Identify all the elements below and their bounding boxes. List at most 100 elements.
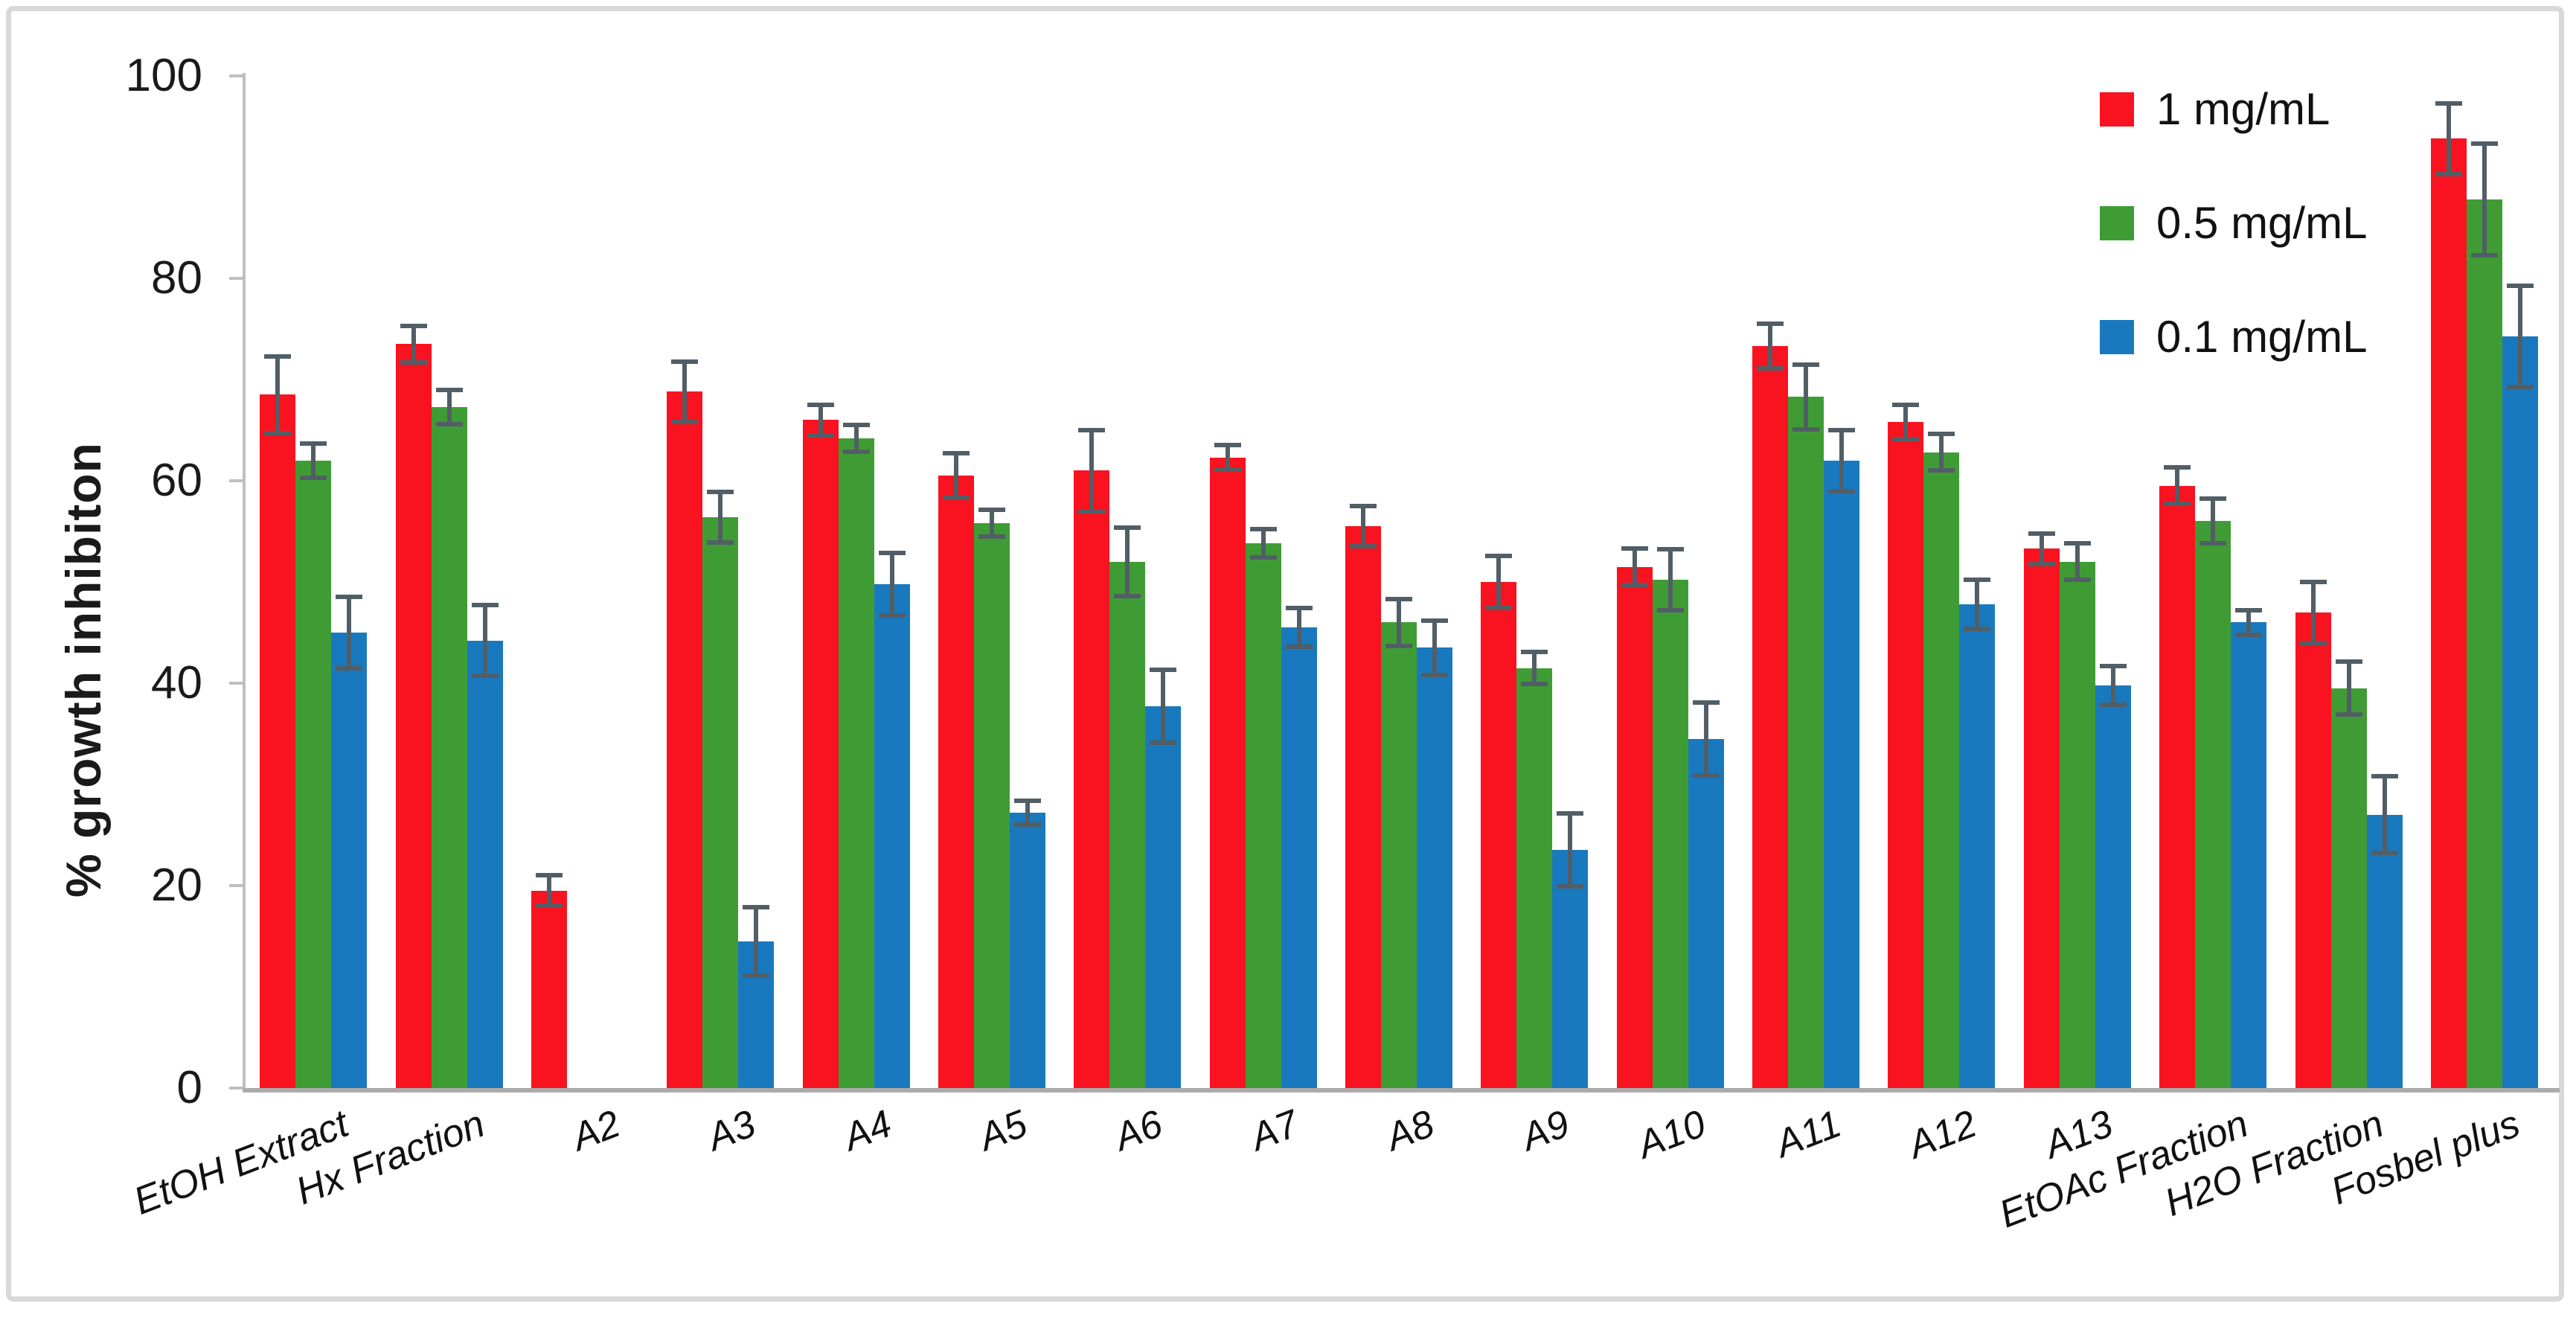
bar-0-1-mg-ml [1959,604,1996,1088]
error-bar-cap-top [1385,597,1413,602]
bar-slot [838,76,874,1088]
error-bar-cap-top [671,359,699,364]
error-bar-cap-bottom [2371,851,2398,856]
bar-slot [2095,76,2131,1088]
error-bar-stem [1703,702,1708,775]
bar-group [653,76,788,1088]
error-bar-cap-bottom [1285,644,1313,650]
bar-slot [1074,76,1110,1088]
bar-0-5-mg-ml [1923,452,1960,1088]
bars-container [246,76,2552,1088]
error-bar-cap-bottom [2063,578,2091,583]
error-bar-cap-top [1792,362,1820,367]
error-bar-cap-top [2063,541,2091,546]
error-bar-cap-bottom [1792,426,1820,432]
error-bar-stem [1839,430,1845,491]
bar-1-mg-ml [1616,566,1653,1088]
bar-slot [1345,76,1382,1088]
bar-slot [395,76,432,1088]
bar-slot [2466,76,2502,1088]
bar-0-1-mg-ml [1688,738,1724,1088]
bar-slot [1552,76,1589,1088]
bar-slot [2231,76,2267,1088]
bar-slot [1109,76,1146,1088]
x-axis-label: A11 [1769,1101,1848,1166]
bar-0-1-mg-ml [874,583,910,1088]
error-bar-cap-bottom [807,432,834,438]
error-bar-stem [2446,103,2451,174]
error-bar-cap-top [1521,649,1548,654]
bar-group [1874,76,2009,1088]
x-axis-label: A4 [837,1101,897,1159]
error-bar-cap-bottom [1928,468,1955,473]
bar-0-5-mg-ml [1516,668,1553,1088]
error-bar-stem [1225,445,1230,470]
error-bar-cap-bottom [1757,366,1784,371]
bar-slot [1959,76,1996,1088]
bar-group [1738,76,1874,1088]
error-bar-stem [446,389,452,424]
bar-slot [1824,76,1860,1088]
bar-slot [702,76,739,1088]
y-tick-mark [229,682,243,685]
error-bar-cap-top [1485,553,1513,558]
bar-0-5-mg-ml [1109,561,1146,1088]
bar-group [1331,76,1467,1088]
error-bar-stem [2382,776,2387,854]
bar-1-mg-ml [1888,422,1924,1088]
error-bar-stem [989,510,994,537]
error-bar-cap-bottom [435,421,463,426]
error-bar-cap-top [1621,546,1648,551]
y-tick-mark [229,277,243,280]
error-bar-stem [718,491,723,543]
bar-slot [667,76,703,1088]
error-bar-cap-top [1150,668,1177,673]
bar-group [517,76,653,1088]
y-tick-label: 60 [151,455,202,506]
y-tick-label: 0 [176,1062,202,1113]
bar-slot [1688,76,1724,1088]
bar-slot [1009,76,1045,1088]
error-bar-cap-top [2235,608,2263,613]
error-bar-cap-bottom [2299,640,2327,645]
bar-1-mg-ml [1481,582,1517,1088]
bar-slot [2502,76,2538,1088]
bar-group [1060,76,1195,1088]
bar-0-1-mg-ml [1145,706,1182,1088]
error-bar-stem [818,405,823,435]
error-bar-cap-bottom [1828,488,1856,493]
bar-0-5-mg-ml [973,523,1010,1088]
bar-group [1467,76,1602,1088]
bar-0-1-mg-ml [2366,814,2403,1088]
bar-slot [1652,76,1688,1088]
error-bar-cap-top [707,489,734,494]
error-bar-cap-top [264,354,292,359]
bar-0-1-mg-ml [1281,627,1317,1088]
bar-1-mg-ml [531,890,567,1088]
error-bar-cap-bottom [336,665,363,671]
legend-label: 0.1 mg/mL [2156,312,2368,362]
bar-slot [1209,76,1246,1088]
bar-group [1196,76,1331,1088]
bar-0-5-mg-ml [1788,397,1824,1088]
bar-1-mg-ml [1074,470,1110,1088]
bar-group [2145,76,2281,1088]
error-bar-cap-bottom [671,420,699,425]
bar-slot [2430,76,2467,1088]
error-bar-cap-top [878,550,906,555]
error-bar-cap-top [2435,100,2462,106]
bar-0-1-mg-ml [1417,647,1453,1088]
error-bar-stem [1632,548,1637,586]
x-axis-label: A7 [1244,1101,1304,1159]
bar-slot [1145,76,1182,1088]
bar-0-5-mg-ml [1245,543,1281,1088]
error-bar-cap-top [471,603,499,608]
error-bar-cap-top [1656,547,1684,552]
error-bar-cap-top [1350,504,1377,508]
error-bar-cap-top [2371,774,2398,779]
bar-slot [1417,76,1453,1088]
error-bar-stem [2346,662,2351,715]
bar-slot [1245,76,1281,1088]
error-bar-cap-top [1964,578,1991,583]
